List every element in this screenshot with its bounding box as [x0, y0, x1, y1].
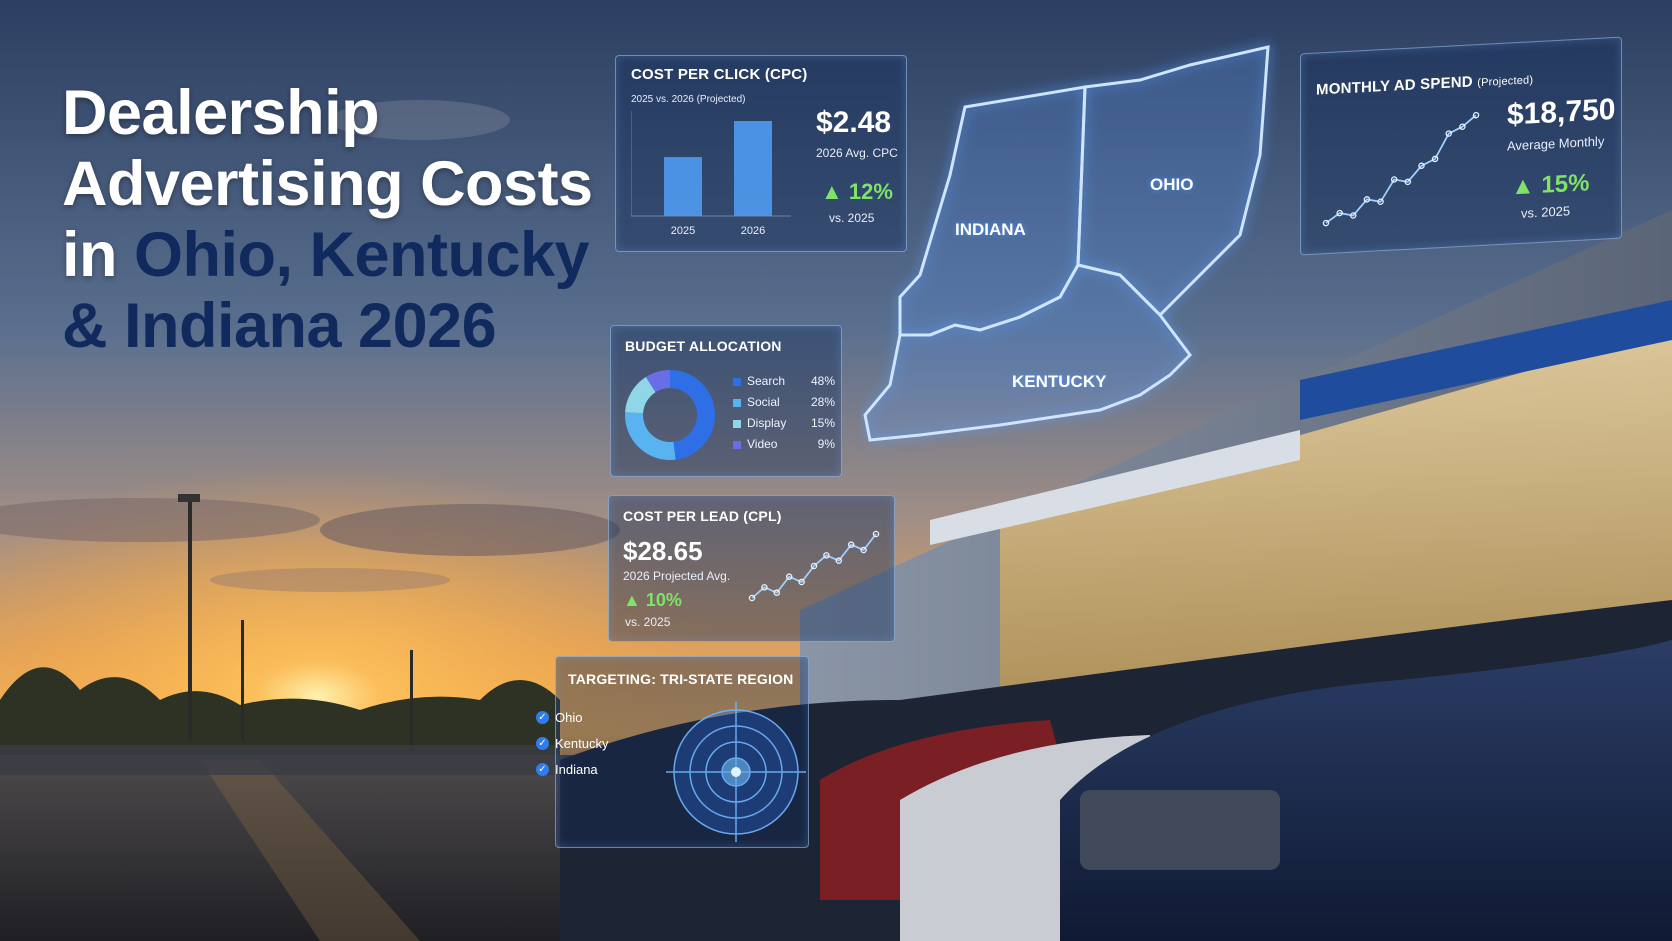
cpc-panel: COST PER CLICK (CPC) 2025 vs. 2026 (Proj…: [615, 55, 907, 252]
cpl-point-7: [835, 557, 843, 564]
headline-line-2: Advertising Costs: [62, 149, 593, 219]
ad-spend-point-11: [1472, 111, 1480, 119]
ad-spend-line: [1325, 114, 1477, 224]
headline-line-3-prefix: in: [62, 220, 134, 290]
cpl-point-1: [761, 584, 768, 591]
cpl-title: COST PER LEAD (CPL): [623, 508, 782, 524]
ad-spend-point-2: [1350, 212, 1357, 219]
check-icon: ✓: [536, 711, 549, 724]
cpl-point-0: [748, 594, 756, 602]
legend-label-video: Video: [747, 437, 778, 451]
cpl-panel: COST PER LEAD (CPL) $28.65 2026 Projecte…: [608, 495, 895, 642]
budget-legend-video: Video 9%: [733, 437, 835, 453]
map-label-kentucky: KENTUCKY: [1012, 372, 1107, 391]
cpl-value-caption: 2026 Projected Avg.: [623, 569, 731, 583]
cpl-value: $28.65: [623, 536, 703, 566]
map-label-ohio: OHIO: [1150, 175, 1194, 194]
headline-line-3-states: Ohio, Kentucky: [134, 220, 590, 290]
budget-legend-search: Search 48%: [733, 374, 835, 390]
ad-spend-point-10: [1459, 123, 1466, 130]
cpl-point-10: [872, 530, 880, 538]
cpl-point-3: [785, 573, 793, 580]
cpl-change-caption: vs. 2025: [625, 615, 671, 629]
check-icon: ✓: [536, 737, 549, 750]
cpl-point-8: [847, 541, 855, 548]
legend-pct-search: 48%: [810, 374, 835, 388]
donut-slice-social: [625, 412, 676, 460]
tri-state-map: [863, 45, 1270, 442]
legend-label-display: Display: [747, 416, 787, 430]
cpc-bar-chart: 2025 2026: [631, 111, 791, 237]
cpc-tick-label: 2026: [741, 225, 765, 237]
ad-spend-title-suffix: (Projected): [1477, 74, 1534, 90]
budget-legend-social: Social 28%: [733, 395, 835, 411]
legend-label-search: Search: [747, 374, 786, 388]
cpc-value-caption: 2026 Avg. CPC: [816, 146, 898, 160]
legend-swatch-display: [733, 420, 741, 428]
cpl-line-chart: [748, 530, 880, 602]
donut-slice-display: [625, 377, 657, 414]
cpl-line: [751, 533, 877, 599]
targeting-label-kentucky: Kentucky: [555, 736, 609, 751]
legend-swatch-social: [733, 399, 741, 407]
ad-spend-title: MONTHLY AD SPEND (Projected): [1316, 70, 1533, 98]
budget-legend-display: Display 15%: [733, 416, 835, 432]
headline-line-1: Dealership: [62, 78, 380, 148]
targeting-panel: TARGETING: TRI-STATE REGION: [555, 656, 809, 848]
cpc-bar-2026: [734, 121, 772, 216]
cpl-point-4: [798, 578, 805, 586]
headline-line-3: in Ohio, Kentucky: [62, 220, 590, 291]
cpc-value: $2.48: [816, 106, 892, 139]
donut-slice-video: [645, 370, 671, 393]
targeting-label-ohio: Ohio: [555, 710, 583, 725]
ad-spend-point-3: [1363, 196, 1371, 203]
legend-label-social: Social: [747, 395, 780, 409]
cpc-change: ▲ 12%: [821, 179, 893, 204]
targeting-label-indiana: Indiana: [555, 762, 598, 777]
ad-spend-line-chart: [1322, 111, 1480, 227]
budget-donut-chart: [625, 370, 715, 460]
map-label-indiana: INDIANA: [955, 220, 1026, 239]
ad-spend-point-4: [1377, 198, 1384, 206]
kentucky-outline: [863, 263, 1192, 442]
cpc-title: COST PER CLICK (CPC): [631, 66, 808, 83]
cpl-point-5: [810, 562, 818, 570]
budget-title: BUDGET ALLOCATION: [625, 338, 782, 354]
cpc-subtitle: 2025 vs. 2026 (Projected): [631, 94, 746, 105]
check-icon: ✓: [536, 763, 549, 776]
ad-spend-point-6: [1404, 178, 1412, 186]
ad-spend-change-caption: vs. 2025: [1521, 203, 1571, 221]
legend-pct-video: 9%: [817, 437, 835, 451]
legend-swatch-video: [733, 441, 741, 449]
cpl-point-6: [823, 552, 830, 559]
cpl-point-9: [860, 546, 867, 554]
cpl-point-2: [773, 589, 781, 596]
ad-spend-value: $18,750: [1507, 92, 1616, 132]
legend-pct-display: 15%: [810, 416, 835, 430]
headline-line-4: & Indiana 2026: [62, 291, 497, 361]
cpc-tick-label: 2025: [671, 225, 695, 237]
legend-swatch-search: [733, 378, 741, 386]
ad-spend-point-1: [1336, 209, 1343, 217]
targeting-title: TARGETING: TRI-STATE REGION: [568, 671, 794, 687]
radar-target-icon: [666, 702, 806, 842]
cpc-bar-2025: [664, 157, 702, 216]
cpc-change-caption: vs. 2025: [829, 211, 875, 225]
ad-spend-change: ▲ 15%: [1511, 169, 1590, 201]
ad-spend-title-main: MONTHLY AD SPEND: [1316, 73, 1473, 99]
ad-spend-panel: MONTHLY AD SPEND (Projected) $18,750 Ave…: [1300, 36, 1622, 256]
ad-spend-point-0: [1322, 219, 1330, 227]
ad-spend-point-7: [1418, 162, 1425, 170]
cpl-change: ▲ 10%: [623, 590, 682, 610]
ad-spend-value-caption: Average Monthly: [1507, 133, 1605, 154]
ad-spend-point-5: [1390, 176, 1398, 183]
ad-spend-point-9: [1445, 130, 1452, 137]
donut-slice-search: [669, 370, 715, 460]
legend-pct-social: 28%: [810, 395, 835, 409]
ad-spend-point-8: [1431, 155, 1439, 163]
